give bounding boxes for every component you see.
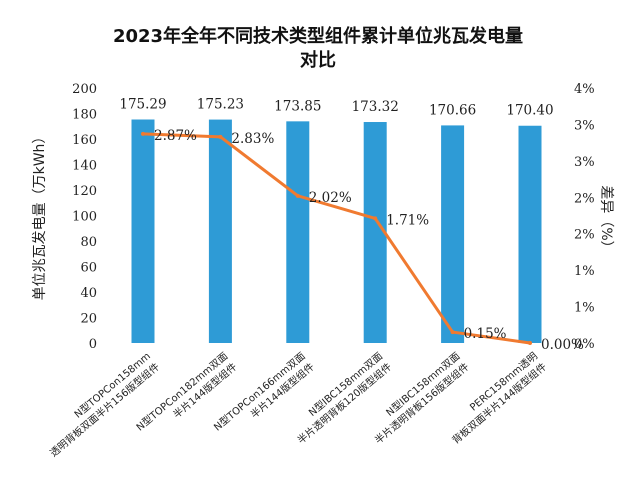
bar-value-label: 173.85 bbox=[274, 98, 321, 114]
bar-series bbox=[131, 119, 542, 344]
y-tick-label: 100 bbox=[72, 210, 97, 225]
line-value-label: 2.83% bbox=[231, 131, 274, 147]
category-labels: N型TOPCon158mm透明背板双面半片156版型组件N型TOPCon182m… bbox=[47, 349, 549, 459]
bar-value-label: 175.23 bbox=[197, 97, 244, 113]
line-point bbox=[141, 131, 145, 136]
line-value-label: 2.02% bbox=[309, 190, 352, 206]
bar-value-label: 173.32 bbox=[352, 99, 399, 115]
line-series bbox=[141, 131, 532, 345]
bar bbox=[518, 125, 542, 344]
line-point bbox=[528, 341, 532, 345]
y-tick-label: 80 bbox=[80, 235, 97, 250]
line-value-label: 1.71% bbox=[386, 212, 429, 228]
chart-title-line1: 2023年全年不同技术类型组件累计单位兆瓦发电量 bbox=[113, 25, 523, 47]
bar-value-label: 170.40 bbox=[506, 103, 553, 119]
y-axis-ticks: 0 20 40 60 80 100 120 140 160 180 200 bbox=[72, 82, 97, 352]
y-tick-label: 140 bbox=[72, 159, 97, 174]
line-point bbox=[295, 193, 300, 198]
y-tick-label: 20 bbox=[80, 312, 97, 327]
chart-title-line2: 对比 bbox=[300, 49, 336, 71]
line-value-label: 0.00% bbox=[541, 337, 584, 353]
y2-axis-ticks: 0% 1% 1% 2% 2% 3% 3% 4% bbox=[574, 82, 595, 352]
line-value-label: 0.15% bbox=[464, 326, 507, 342]
y2-tick-label: 2% bbox=[574, 191, 595, 206]
y2-tick-label: 3% bbox=[574, 118, 595, 133]
y2-tick-label: 4% bbox=[574, 82, 595, 97]
bar bbox=[286, 121, 310, 343]
line-value-label: 2.87% bbox=[154, 128, 197, 144]
line-point bbox=[373, 216, 378, 221]
y-tick-label: 180 bbox=[72, 108, 97, 123]
line-point bbox=[218, 134, 223, 139]
y-tick-label: 40 bbox=[80, 286, 97, 301]
line-value-labels: 2.87% 2.83% 2.02% 1.71% 0.15% 0.00% bbox=[154, 128, 584, 353]
y-tick-label: 200 bbox=[72, 82, 97, 97]
y-tick-label: 0 bbox=[89, 337, 97, 352]
y-tick-label: 120 bbox=[72, 184, 97, 199]
difference-line bbox=[141, 132, 532, 345]
y2-axis-title: 差异（%） bbox=[598, 185, 614, 254]
bar-value-label: 170.66 bbox=[429, 102, 476, 118]
bar-value-labels: 175.29 175.23 173.85 173.32 170.66 170.40 bbox=[119, 97, 553, 119]
y-tick-label: 60 bbox=[80, 261, 97, 276]
y-tick-label: 160 bbox=[72, 133, 97, 148]
line-point bbox=[450, 330, 455, 335]
bar bbox=[131, 119, 155, 343]
y2-tick-label: 1% bbox=[574, 264, 595, 279]
bar bbox=[363, 122, 387, 343]
bar bbox=[208, 119, 232, 343]
y-axis-title: 单位兆瓦发电量（万kWh） bbox=[32, 130, 48, 301]
y2-tick-label: 3% bbox=[574, 155, 595, 170]
y2-tick-label: 2% bbox=[574, 228, 595, 243]
y2-tick-label: 0% bbox=[574, 337, 595, 352]
category-label-line: 透明背板双面半片156版型组件 bbox=[47, 360, 162, 459]
bar-value-label: 175.29 bbox=[119, 97, 166, 113]
y2-tick-label: 1% bbox=[574, 301, 595, 316]
bar bbox=[441, 125, 465, 343]
